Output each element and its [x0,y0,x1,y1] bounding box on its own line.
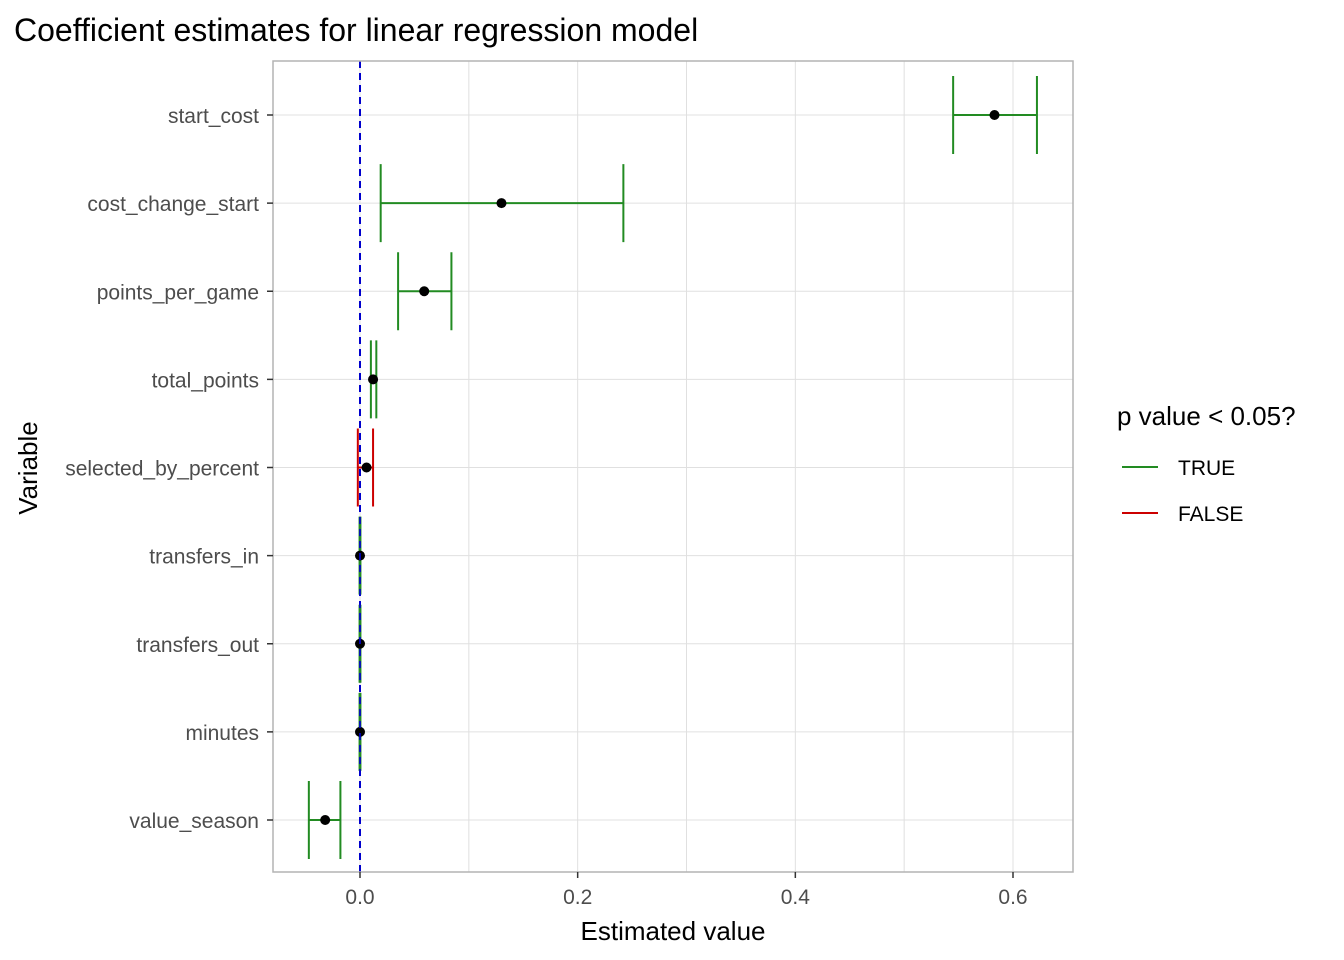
y-axis-title: Variable [13,421,43,514]
point-minutes [355,726,365,737]
plot-marks [307,61,1038,872]
x-axis-title: Estimated value [581,916,766,946]
y-tick-label-selected_by_percent: selected_by_percent [65,458,259,481]
point-points_per_game [419,286,430,297]
x-tick-label: 0.0 [345,886,374,909]
y-tick-label-start_cost: start_cost [168,105,259,128]
panel-border [272,60,1074,873]
point-selected_by_percent [361,462,372,473]
x-tick-label: 0.2 [563,886,592,909]
legend-title: p value < 0.05? [1117,401,1296,431]
legend-label-false: FALSE [1178,503,1243,526]
y-tick-label-transfers_out: transfers_out [136,634,259,657]
point-cost_change_start [496,198,507,209]
chart-title: Coefficient estimates for linear regress… [14,12,698,48]
point-start_cost [989,110,1000,120]
x-tick-label: 0.4 [781,886,811,909]
y-tick-label-cost_change_start: cost_change_start [87,193,259,216]
legend-label-true: TRUE [1178,457,1235,480]
point-total_points [368,374,379,385]
y-tick-label-total_points: total_points [152,369,259,392]
axis-ticks: 0.0 0.2 0.4 0.6 start_cost cost_change_startp… [65,105,1027,909]
y-tick-label-transfers_in: transfers_in [149,546,259,569]
y-tick-label-minutes: minutes [185,722,259,745]
y-tick-label-points_per_game: points_per_game [97,281,259,304]
point-value_season [320,815,331,825]
legend: p value < 0.05? TRUE FALSE [1117,401,1296,526]
x-tick-label: 0.6 [998,886,1027,909]
y-tick-label-value_season: value_season [129,810,259,833]
grid-lines [273,61,1073,872]
